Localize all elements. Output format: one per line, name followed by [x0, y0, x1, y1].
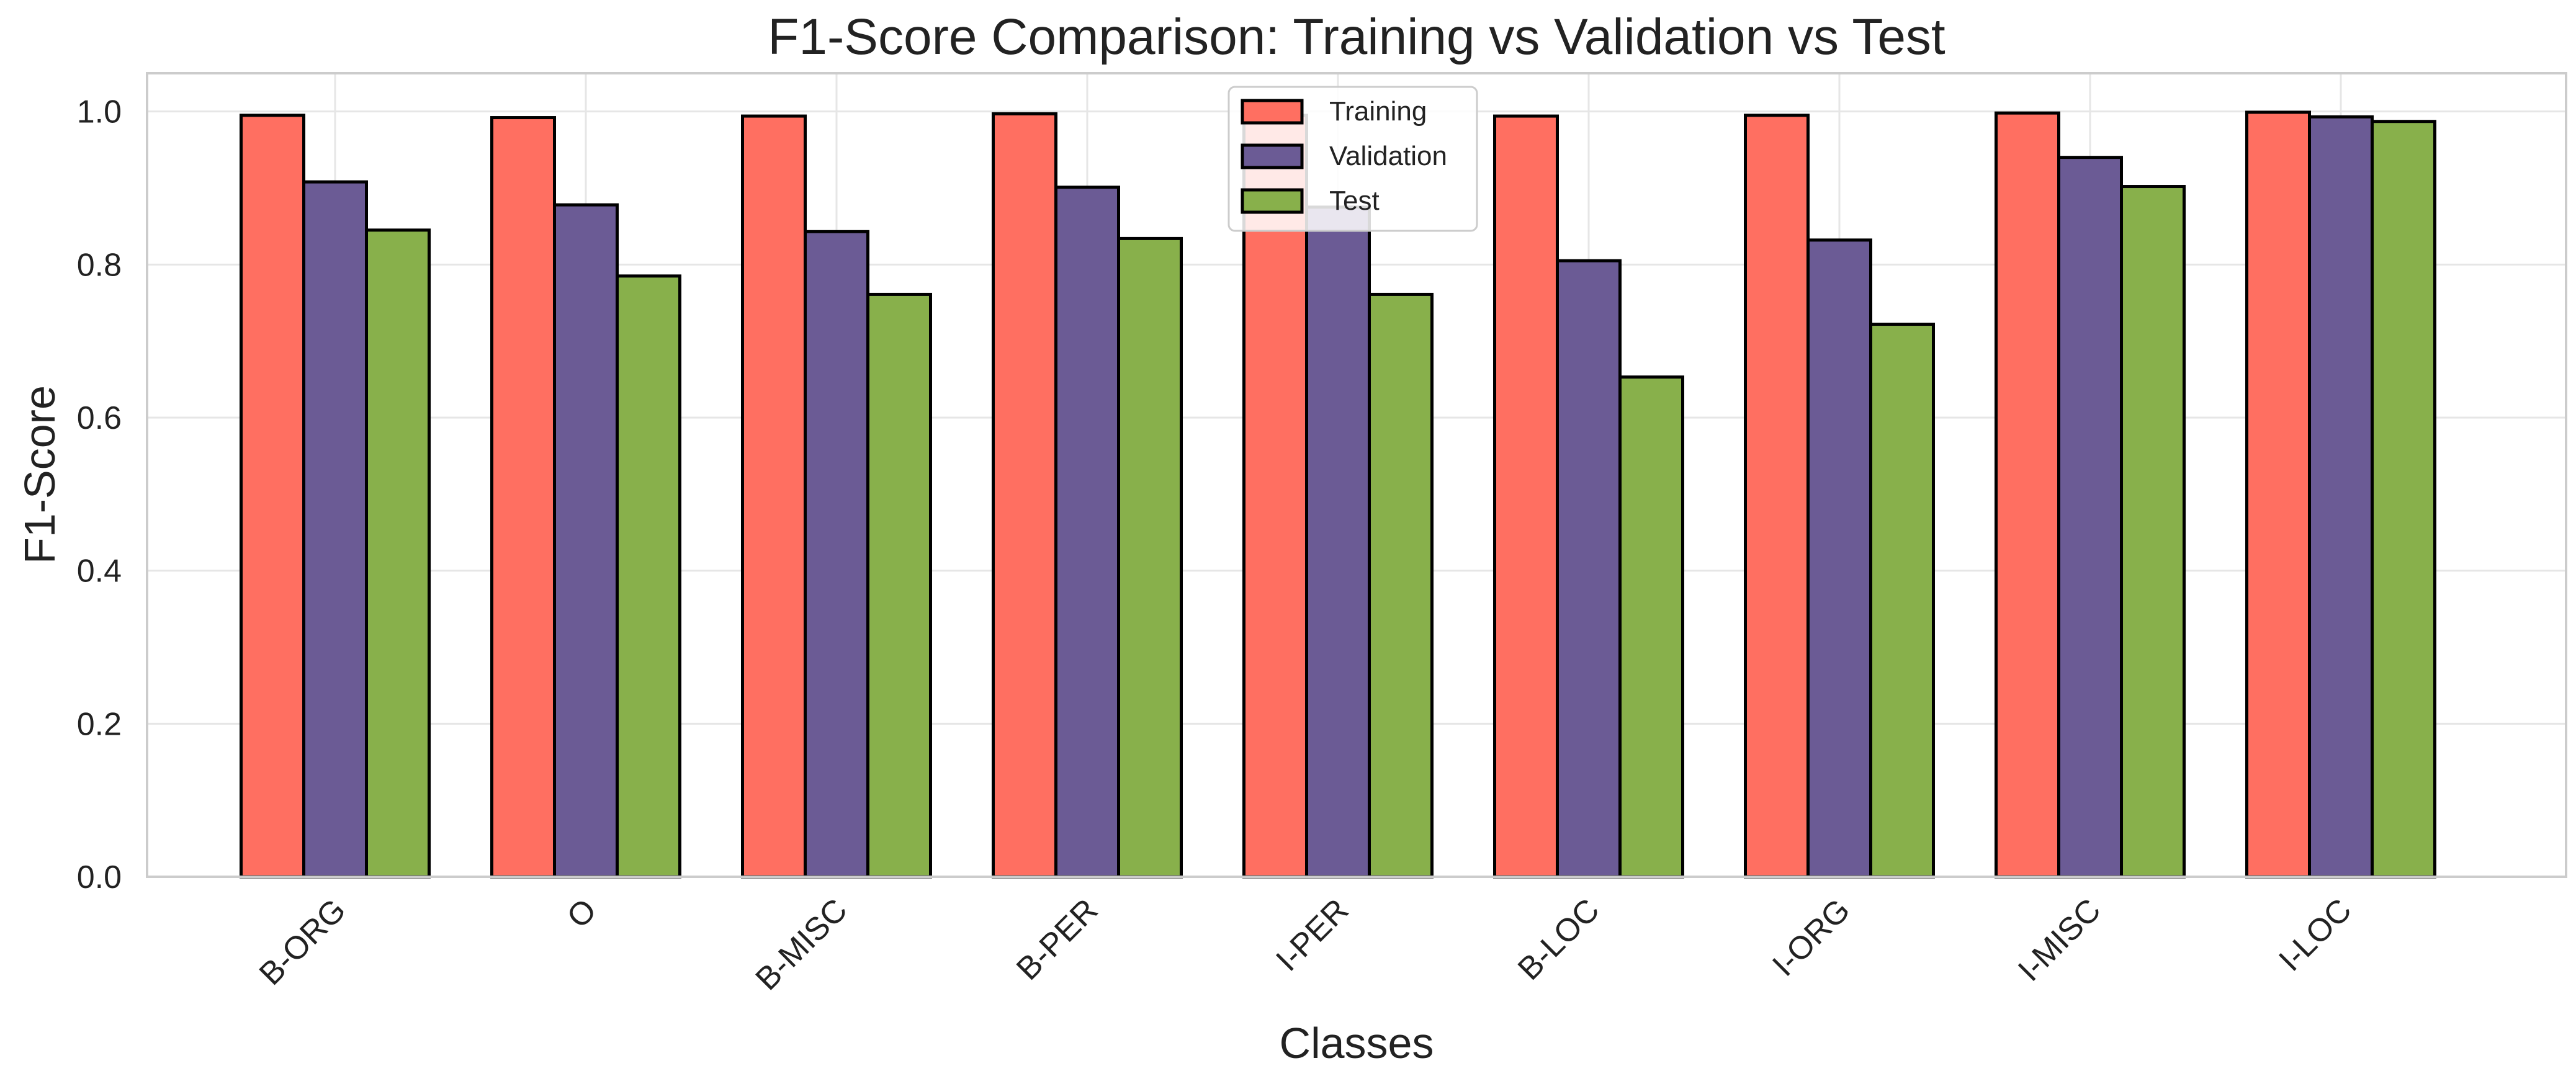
bar-training-b-loc [1493, 114, 1559, 879]
y-tick-label: 0.4 [77, 553, 122, 589]
legend: Training Validation Test [1227, 86, 1478, 232]
bar-test-b-loc [1618, 375, 1684, 879]
bar-validation-o [553, 203, 619, 879]
y-ticks: 0.0 0.2 0.4 0.6 0.8 1.0 [77, 94, 122, 895]
bar-validation-b-loc [1556, 259, 1622, 879]
x-axis-label: Classes [1280, 1019, 1434, 1067]
bar-validation-i-loc [2308, 115, 2374, 879]
bar-validation-i-org [1806, 238, 1872, 879]
bar-training-b-misc [741, 114, 807, 879]
bar-training-b-per [992, 112, 1057, 879]
legend-swatch-validation [1241, 143, 1304, 169]
bars [240, 110, 2436, 879]
bar-training-b-org [240, 114, 305, 879]
bar-test-i-org [1869, 323, 1935, 879]
y-tick-label: 1.0 [77, 94, 122, 130]
bar-test-i-misc [2120, 185, 2186, 879]
bar-test-o [616, 274, 681, 879]
legend-label-training: Training [1329, 96, 1427, 127]
y-tick-label: 0.0 [77, 859, 122, 895]
legend-swatch-test [1241, 188, 1304, 214]
bar-test-i-per [1368, 292, 1434, 879]
chart-title: F1-Score Comparison: Training vs Validat… [768, 9, 1945, 65]
y-tick-label: 0.2 [77, 706, 122, 742]
bar-validation-b-misc [804, 230, 869, 879]
y-tick-label: 0.6 [77, 400, 122, 436]
legend-swatch-training [1241, 99, 1304, 125]
bar-training-i-org [1744, 114, 1810, 879]
bar-validation-i-misc [2057, 156, 2123, 879]
bar-test-b-org [365, 228, 431, 879]
plot-frame [146, 72, 2567, 878]
bar-validation-i-per [1305, 205, 1371, 879]
bar-training-i-misc [1995, 111, 2060, 879]
bar-validation-b-per [1054, 186, 1120, 879]
bar-validation-b-org [302, 180, 368, 879]
bar-test-b-misc [866, 292, 932, 879]
bar-training-o [490, 116, 556, 879]
bar-test-i-loc [2371, 120, 2436, 879]
legend-label-test: Test [1329, 186, 1380, 216]
bar-training-i-loc [2245, 110, 2311, 879]
y-tick-label: 0.8 [77, 247, 122, 283]
y-axis-label: F1-Score [16, 385, 64, 564]
bar-test-b-per [1117, 236, 1183, 879]
legend-label-validation: Validation [1329, 141, 1447, 171]
